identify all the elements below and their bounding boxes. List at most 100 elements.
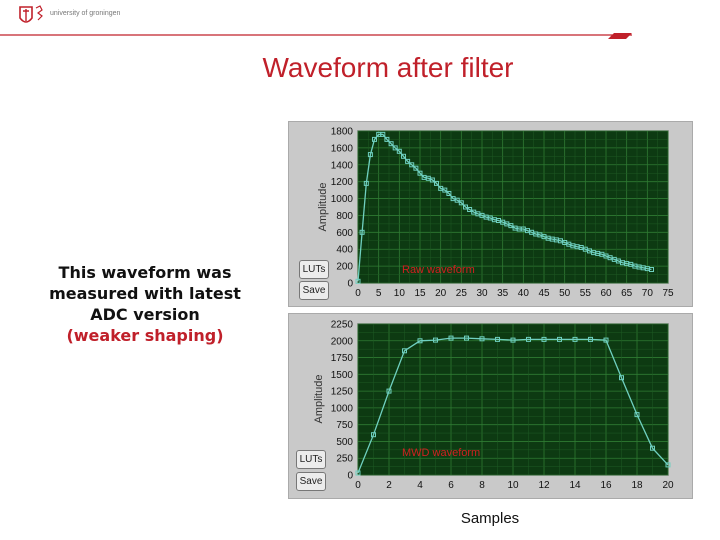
data-point	[442, 187, 448, 193]
slide-title: Waveform after filter	[262, 52, 514, 83]
y-tick-label: 200	[336, 262, 353, 273]
data-point	[448, 335, 454, 341]
luts-button-bottom[interactable]: LUTs	[296, 450, 326, 469]
x-tick-label: 30	[476, 288, 488, 299]
x-tick-label: 65	[621, 288, 633, 299]
y-tick-label: 2000	[331, 336, 354, 347]
data-point	[464, 335, 469, 341]
data-point	[417, 338, 423, 344]
raw-y-axis-label: Amplitude	[317, 183, 329, 232]
data-point	[367, 152, 373, 158]
data-point	[526, 336, 531, 342]
x-tick-label: 25	[456, 288, 468, 299]
university-logo	[19, 5, 43, 23]
x-tick-label: 18	[631, 480, 643, 491]
x-tick-label: 10	[394, 288, 406, 299]
data-point	[446, 191, 452, 196]
data-point	[384, 136, 390, 142]
x-tick-label: 20	[662, 480, 674, 491]
y-tick-label: 1000	[331, 403, 354, 414]
save-button-bottom[interactable]: Save	[296, 472, 326, 491]
data-point	[479, 336, 485, 342]
data-point	[417, 170, 423, 176]
x-tick-label: 5	[376, 288, 382, 299]
data-point	[603, 337, 609, 343]
data-point	[458, 200, 464, 206]
y-tick-label: 1500	[331, 370, 354, 381]
x-tick-label: 8	[479, 480, 485, 491]
x-tick-label: 75	[662, 288, 674, 299]
x-tick-label: 12	[538, 480, 550, 491]
y-tick-label: 0	[347, 471, 353, 482]
note-line-3: ADC version	[90, 305, 200, 324]
y-tick-label: 250	[336, 454, 353, 465]
data-point	[405, 158, 411, 164]
logo-text: university of groningen	[50, 10, 121, 17]
data-point	[665, 462, 671, 468]
data-point	[380, 131, 386, 137]
y-tick-label: 1250	[331, 387, 354, 398]
y-tick-label: 1000	[331, 194, 354, 205]
x-tick-label: 70	[642, 288, 654, 299]
note-line-1: This waveform was	[58, 263, 232, 282]
y-tick-label: 0	[347, 279, 353, 290]
y-tick-label: 1400	[331, 160, 354, 171]
y-tick-label: 2250	[331, 320, 354, 331]
data-point	[541, 336, 547, 342]
data-point	[649, 267, 654, 272]
waveform-note: This waveform was measured with latest A…	[30, 262, 260, 346]
y-tick-label: 1800	[331, 127, 354, 138]
data-point	[409, 162, 415, 168]
data-point	[392, 145, 398, 151]
data-point	[386, 388, 392, 394]
raw-waveform-chart: 0 5 10 15 20 25 30 35 40 45 50 55 60 65 70 75 0 200 400 600…	[317, 127, 674, 300]
y-tick-label: 750	[336, 420, 353, 431]
data-point	[510, 337, 516, 343]
y-tick-label: 500	[336, 437, 353, 448]
data-point	[355, 278, 361, 284]
x-axis-caption: Samples	[460, 510, 520, 527]
save-button-top[interactable]: Save	[299, 281, 329, 300]
data-point	[557, 336, 562, 342]
data-point	[363, 180, 369, 186]
note-line-4: (weaker shaping)	[66, 326, 224, 345]
data-point	[429, 177, 435, 183]
x-tick-label: 0	[355, 288, 361, 299]
x-tick-label: 0	[355, 480, 361, 491]
data-point	[467, 207, 473, 212]
data-point	[372, 136, 377, 142]
x-tick-label: 50	[559, 288, 571, 299]
y-tick-label: 400	[336, 245, 353, 256]
x-tick-label: 6	[448, 480, 454, 491]
x-tick-label: 4	[417, 480, 423, 491]
luts-button-top[interactable]: LUTs	[299, 260, 329, 279]
data-point	[434, 180, 439, 186]
data-point	[396, 148, 402, 154]
data-point	[388, 141, 394, 147]
data-point	[355, 470, 361, 476]
data-point	[433, 337, 438, 343]
data-point	[371, 432, 376, 438]
raw-series-label: Raw waveform	[402, 264, 475, 276]
x-tick-label: 40	[518, 288, 530, 299]
data-point	[359, 229, 365, 235]
data-point	[454, 197, 460, 203]
data-point	[401, 153, 406, 159]
x-tick-label: 10	[507, 480, 519, 491]
y-tick-label: 800	[336, 211, 353, 222]
note-line-2: measured with latest	[49, 284, 241, 303]
x-tick-label: 15	[414, 288, 426, 299]
x-tick-label: 55	[580, 288, 592, 299]
x-tick-label: 35	[497, 288, 509, 299]
data-point	[588, 336, 593, 342]
data-point	[402, 348, 407, 354]
mwd-waveform-line	[357, 337, 669, 474]
y-tick-label: 1600	[331, 143, 354, 154]
x-tick-label: 60	[600, 288, 612, 299]
data-point	[572, 336, 578, 342]
x-tick-label: 2	[386, 480, 392, 491]
mwd-waveform-chart: 0 2 4 6 8 10 12 14 16 18 20 0 250 500 750 1000 1250 1500 1…	[313, 320, 674, 492]
mwd-series-label: MWD waveform	[402, 447, 480, 459]
y-tick-label: 600	[336, 228, 353, 239]
y-tick-label: 1200	[331, 177, 354, 188]
